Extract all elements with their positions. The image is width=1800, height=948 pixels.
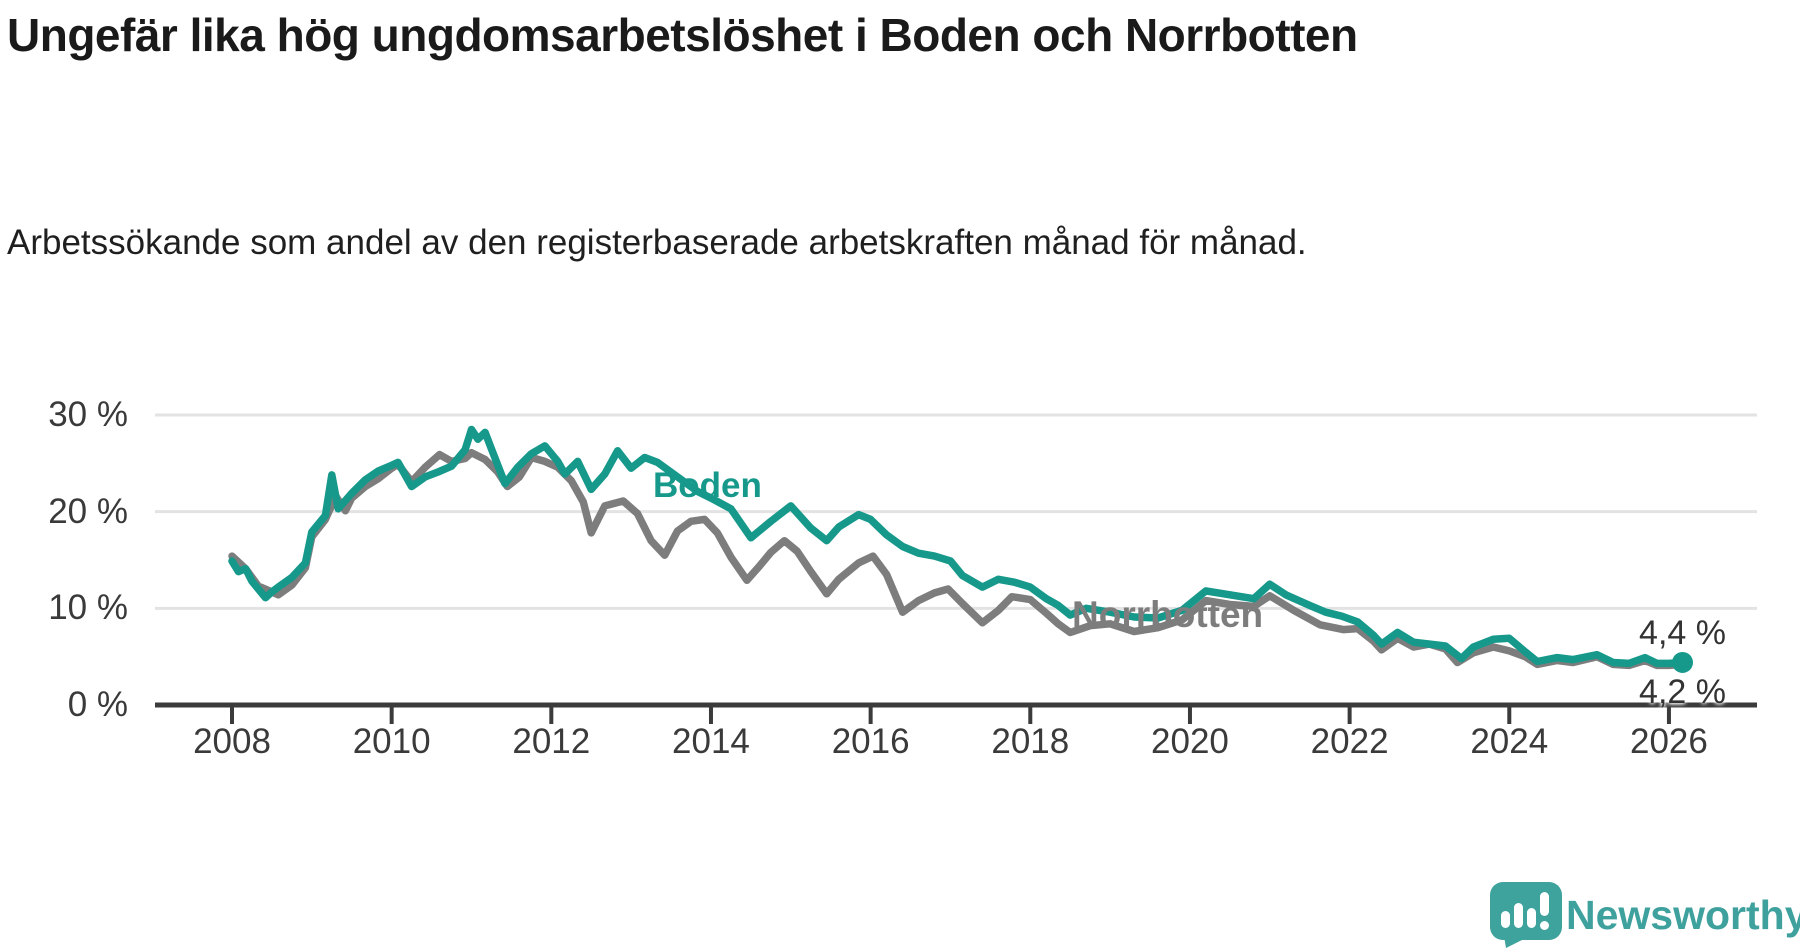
x-axis-tick-label: 2020: [1151, 722, 1229, 761]
series-end-dot-boden: [1672, 651, 1694, 673]
page-subtitle: Arbetssökande som andel av den registerb…: [7, 223, 1307, 262]
end-value-label-boden: 4,4 %: [1639, 614, 1726, 652]
x-axis-tick-label: 2018: [991, 722, 1070, 761]
x-axis-tick-label: 2022: [1310, 722, 1389, 761]
series-line-boden: [228, 425, 1687, 668]
x-axis-tick-label: 2008: [193, 722, 271, 761]
newsworthy-logo-icon: [1490, 882, 1562, 948]
x-axis-tick-label: 2010: [352, 722, 431, 761]
x-axis-tick-label: 2026: [1630, 722, 1708, 761]
x-axis-tick-label: 2014: [672, 722, 750, 761]
series-label-norrbotten: Norrbotten: [1072, 594, 1264, 635]
x-axis-tick-label: 2016: [831, 722, 910, 761]
end-value-label-norrbotten: 4,2 %: [1639, 673, 1726, 711]
y-axis-tick-label: 20 %: [48, 491, 128, 531]
y-axis-tick-label: 30 %: [48, 394, 128, 434]
series-label-boden: Boden: [653, 466, 762, 505]
y-axis-tick-label: 10 %: [48, 588, 128, 628]
y-axis-tick-label: 0 %: [67, 685, 128, 724]
newsworthy-brand-name: Newsworthy: [1566, 892, 1800, 938]
page-title: Ungefär lika hög ungdomsarbetslöshet i B…: [7, 9, 1358, 61]
x-axis-tick-label: 2024: [1470, 722, 1549, 761]
x-axis-tick-label: 2012: [512, 722, 591, 761]
series-line-norrbotten: [228, 448, 1687, 670]
